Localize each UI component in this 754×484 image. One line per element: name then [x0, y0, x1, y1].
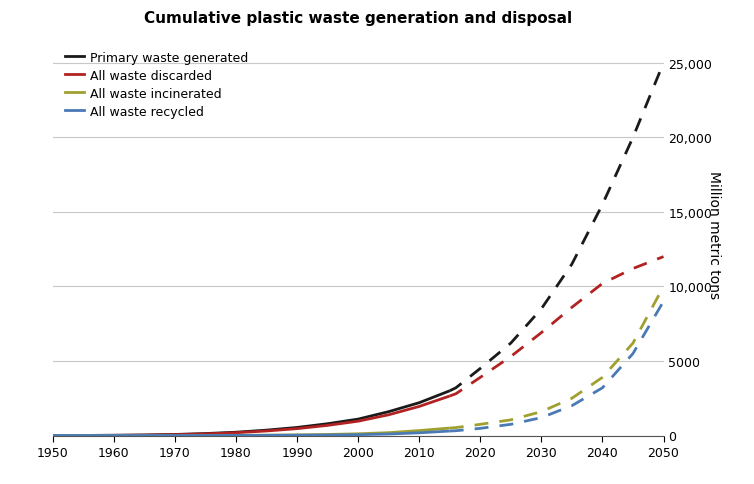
Y-axis label: Million metric tons: Million metric tons — [706, 171, 721, 299]
Title: Cumulative plastic waste generation and disposal: Cumulative plastic waste generation and … — [144, 11, 572, 26]
Legend: Primary waste generated, All waste discarded, All waste incinerated, All waste r: Primary waste generated, All waste disca… — [65, 52, 248, 119]
